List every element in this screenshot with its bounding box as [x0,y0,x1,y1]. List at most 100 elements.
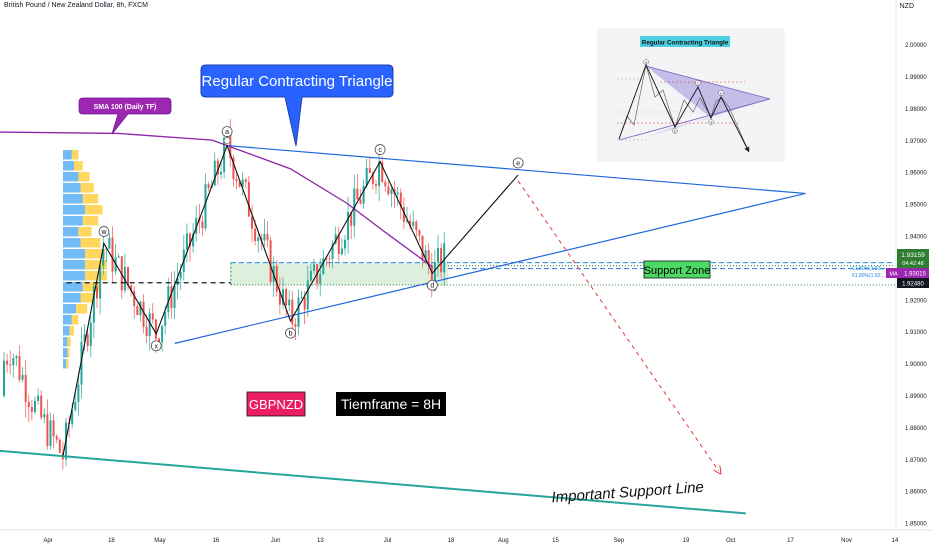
candle-body [40,395,43,418]
candle-body [3,360,5,397]
ma-label: MA [889,272,898,278]
last-price-value: 1.93159 [901,252,925,259]
x-tick-label: Sep [614,538,625,544]
candle-body [185,233,188,250]
candle-body [337,234,340,255]
x-tick-label: 17 [787,538,794,544]
volume-bar-blue [63,227,79,237]
volume-bar-yellow [82,282,101,292]
volume-bar-blue [63,216,83,226]
candle-body [424,250,427,261]
candle-body [334,234,337,244]
inset-label-circle [672,128,678,134]
triangle-lower-line[interactable] [174,192,806,344]
x-tick-label: Apr [43,538,52,544]
candle-body [285,289,288,306]
inset-wave-path [618,63,750,153]
y-tick-label: 1.88000 [905,426,927,432]
support-zone-label: Support Zone [644,265,711,277]
volume-bar-yellow [85,271,107,281]
candle-body [37,395,40,401]
candle-body [145,326,148,337]
candle-body [167,286,170,313]
important-support-line[interactable] [0,449,746,515]
x-tick-label: Jul [384,538,392,544]
candle-body [204,184,207,229]
triangle-upper-line[interactable] [227,144,806,195]
candle-body [158,338,160,343]
candle-body [195,218,198,234]
x-tick-label: Aug [498,538,509,544]
sma-callout-text: SMA 100 (Daily TF) [94,104,157,111]
candle-body [80,341,83,385]
symbol-badge: GBPNZD [246,391,306,417]
candle-body [359,199,362,204]
candle-body [325,258,328,260]
volume-bar-yellow [71,315,79,325]
ma-tag-bg [901,268,929,278]
sma-100-line [0,131,433,268]
volume-bar-yellow [78,227,92,237]
support-zone-label-box: Support Zone [643,260,711,279]
wave-label-e: e [516,160,520,167]
candle-body [269,240,272,282]
candle-body [58,439,61,453]
candle-body [176,278,179,286]
x-tick-label: Jun [271,538,281,544]
x-tick-label: 18 [448,538,455,544]
currency-label: NZD [899,3,914,10]
last-price-countdown: 04:42:48 [902,261,923,267]
candle-body [443,243,446,273]
sma-callout: SMA 100 (Daily TF) [78,97,172,135]
inset-label-circle [718,90,724,96]
candle-body [257,237,260,242]
x-tick-label: 14 [892,538,899,544]
volume-bar-yellow [71,150,79,160]
volume-bar-yellow [82,216,99,226]
volume-bar-yellow [67,348,70,358]
ma-value: 1.93015 [904,272,926,278]
wave-label-w: w [100,229,107,236]
volume-bar-yellow [82,194,99,204]
candle-body [241,179,244,187]
candle-body [384,181,387,187]
candle-body [300,297,303,298]
wave-label-circle [221,126,233,137]
inset-lower-line [618,98,771,141]
inset-label-e: e [720,92,722,96]
candle-body [55,436,58,440]
volume-bar-blue [63,282,83,292]
x-tick-label: 13 [317,538,324,544]
x-tick-label: Oct [726,538,736,544]
pattern-title-text: Regular Contracting Triangle [202,73,393,90]
candle-body [83,334,86,342]
candle-body [371,172,374,185]
y-tick-label: 1.90000 [905,362,927,368]
timeframe-badge: Tiemframe = 8H [336,392,446,416]
candle-body [437,248,439,263]
candle-body [288,299,291,306]
wave-labels: w x a b c d e [98,126,524,352]
zone-line-label-bottom: 61.80%(1.92... [852,273,885,279]
y-tick-label: 1.85000 [905,522,927,528]
inset-title-bg [640,36,730,47]
candle-body [6,360,9,365]
volume-bar-blue [63,348,68,358]
wave-label-circle [426,279,438,291]
candle-body [319,274,322,284]
inset-label-a: a [645,61,647,65]
wave-label-circle [285,327,296,339]
volume-bar-blue [63,183,81,193]
wave-label-circle [150,340,162,352]
inset-diagram: Regular Contracting Triangle a b c d e [597,28,785,162]
y-tick-label: 1.97000 [905,139,927,145]
x-tick-label: Nov [841,538,852,544]
wave-path[interactable] [62,143,519,457]
volume-bar-blue [63,260,85,270]
candle-body [148,313,151,337]
candle-body [201,221,204,229]
candle-body [263,233,266,241]
y-tick-label: 1.96000 [905,171,927,177]
